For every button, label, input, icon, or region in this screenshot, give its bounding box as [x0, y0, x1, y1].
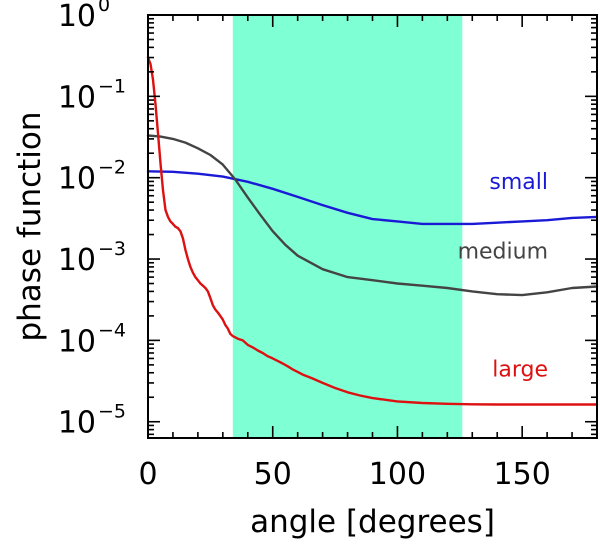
x-tick-label: 50 [254, 457, 292, 492]
x-tick-label: 0 [138, 457, 157, 492]
shaded-angle-region [232, 15, 463, 438]
y-axis-title: phase function [12, 111, 48, 341]
y-tick-label-exponent: −1 [98, 75, 126, 97]
x-tick-label: 150 [494, 457, 551, 492]
y-tick-label-base: 10 [58, 80, 96, 115]
series-label-small: small [489, 170, 548, 195]
y-tick-label-exponent: 0 [98, 0, 110, 16]
x-axis-title: angle [degrees] [250, 504, 495, 540]
series-label-medium: medium [458, 239, 548, 264]
y-tick-label-exponent: −2 [98, 157, 126, 179]
series-line-large [146, 56, 599, 406]
series-line-small [146, 170, 599, 226]
y-tick-label-exponent: −3 [98, 238, 126, 260]
x-tick-label: 100 [369, 457, 426, 492]
series-layer [146, 56, 599, 406]
series-label-large: large [492, 357, 548, 382]
series-line-medium [146, 134, 599, 297]
tick-layer [147, 14, 598, 438]
y-tick-label-base: 10 [58, 162, 96, 197]
y-tick-label-base: 10 [58, 406, 96, 441]
y-tick-label-base: 10 [58, 0, 96, 34]
y-tick-label-base: 10 [58, 243, 96, 278]
y-tick-label-exponent: −5 [98, 401, 126, 423]
y-tick-label-exponent: −4 [98, 319, 126, 341]
y-tick-label-base: 10 [58, 324, 96, 359]
shaded-region-layer [232, 15, 463, 438]
